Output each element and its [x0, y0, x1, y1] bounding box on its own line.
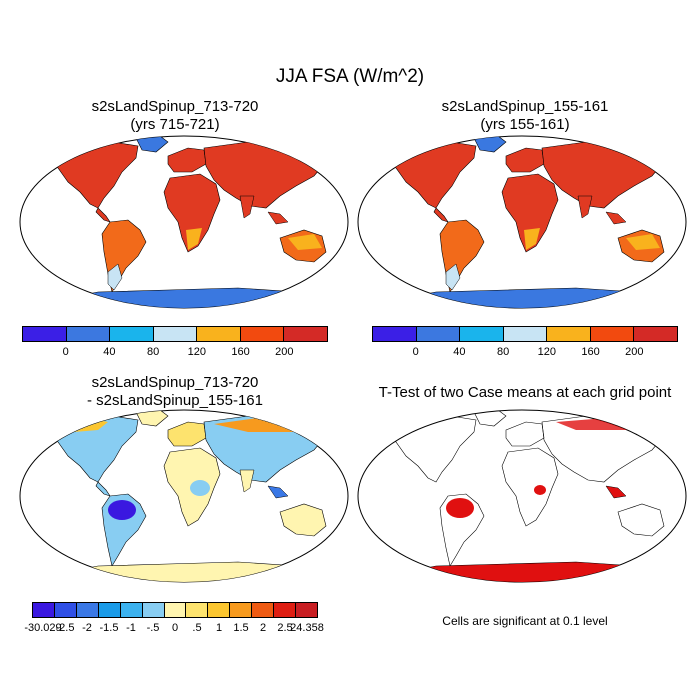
colorbar-difference-swatch — [274, 603, 297, 617]
colorbar-case1-swatch — [197, 327, 241, 341]
colorbar-difference-tick-label: 1.5 — [233, 622, 249, 634]
colorbar-difference-labels: -30.029 -2.5 -2 -1.5 -1 -.5 0 .5 1 1.5 2 2.5 24.358 — [24, 622, 323, 636]
panel2-title-line1: s2sLandSpinup_155-161 — [441, 98, 609, 115]
colorbar-case1-swatch — [240, 327, 285, 341]
colorbar-difference — [32, 602, 318, 618]
significance-note: Cells are significant at 0.1 level — [442, 614, 608, 628]
colorbar-difference-tick-label: 2.5 — [277, 622, 293, 634]
colorbar-case1-swatch — [66, 327, 111, 341]
colorbar-case2-swatch — [634, 327, 678, 341]
colorbar-difference-tick-label: -1.5 — [99, 622, 119, 634]
colorbar-case1-swatch — [23, 327, 67, 341]
colorbar-case1 — [22, 326, 328, 342]
colorbar-difference-tick-label: -2.5 — [55, 622, 75, 634]
colorbar-case1-tick-label: 80 — [147, 346, 160, 358]
colorbar-difference-tick-label: -.5 — [146, 622, 160, 634]
colorbar-case1-swatch — [284, 327, 328, 341]
panel3-title: s2sLandSpinup_713-720 - s2sLandSpinup_15… — [20, 374, 330, 410]
panel1-title-line1: s2sLandSpinup_713-720 — [91, 98, 259, 115]
colorbar-difference-swatch — [296, 603, 317, 617]
colorbar-case1-tick-label: 0 — [62, 346, 69, 358]
colorbar-case1-swatch — [110, 327, 154, 341]
colorbar-difference-swatch — [33, 603, 55, 617]
colorbar-case2-tick-label: 160 — [581, 346, 600, 358]
colorbar-difference-swatch — [208, 603, 231, 617]
colorbar-difference-tick-label: -2 — [82, 622, 92, 634]
colorbar-difference-swatch — [230, 603, 253, 617]
panel4-title: T-Test of two Case means at each grid po… — [350, 384, 700, 402]
colorbar-difference-swatch — [142, 603, 165, 617]
colorbar-difference-tick-label: 24.358 — [290, 622, 324, 634]
colorbar-difference-tick-label: -30.029 — [24, 622, 62, 634]
colorbar-case2-swatch — [503, 327, 548, 341]
colorbar-case1-tick-label: 160 — [231, 346, 250, 358]
colorbar-case2-swatch — [460, 327, 504, 341]
colorbar-difference-tick-label: 2 — [259, 622, 267, 634]
colorbar-difference-swatch — [164, 603, 187, 617]
colorbar-case2-swatch — [590, 327, 635, 341]
colorbar-case1-tick-label: 200 — [275, 346, 294, 358]
panel1-title: s2sLandSpinup_713-720 (yrs 715-721) — [20, 98, 330, 134]
panel3-title-line1: s2sLandSpinup_713-720 — [91, 374, 259, 391]
colorbar-case2-tick-label: 200 — [625, 346, 644, 358]
colorbar-difference-tick-label: 0 — [171, 622, 179, 634]
map-difference — [19, 409, 349, 583]
colorbar-difference-tick-label: .5 — [192, 622, 202, 634]
colorbar-case2-tick-label: 120 — [537, 346, 557, 358]
colorbar-difference-swatch — [54, 603, 77, 617]
colorbar-case2-tick-label: 80 — [497, 346, 510, 358]
colorbar-case1-labels: 0 40 80 120 160 200 — [22, 346, 328, 360]
colorbar-case2-tick-label: 0 — [412, 346, 419, 358]
colorbar-case1-tick-label: 40 — [103, 346, 116, 358]
panel2-title-line2: (yrs 155-161) — [480, 116, 570, 133]
map-ttest — [357, 409, 687, 583]
colorbar-difference-swatch — [98, 603, 121, 617]
colorbar-case1-tick-label: 120 — [187, 346, 207, 358]
map-case1 — [19, 135, 349, 309]
colorbar-difference-tick-label: 1 — [215, 622, 223, 634]
map-case2 — [357, 135, 687, 309]
colorbar-case1-swatch — [153, 327, 198, 341]
panel1-title-line2: (yrs 715-721) — [130, 116, 220, 133]
panel2-title: s2sLandSpinup_155-161 (yrs 155-161) — [370, 98, 680, 134]
colorbar-difference-swatch — [120, 603, 143, 617]
colorbar-case2-swatch — [547, 327, 591, 341]
colorbar-case2-swatch — [416, 327, 461, 341]
colorbar-case2 — [372, 326, 678, 342]
figure-title: JJA FSA (W/m^2) — [275, 66, 425, 87]
panel3-title-line2: - s2sLandSpinup_155-161 — [87, 392, 263, 409]
panel4-title-line1: T-Test of two Case means at each grid po… — [378, 384, 672, 401]
colorbar-case2-swatch — [373, 327, 417, 341]
colorbar-difference-swatch — [76, 603, 99, 617]
colorbar-difference-swatch — [252, 603, 275, 617]
colorbar-difference-swatch — [186, 603, 209, 617]
colorbar-difference-tick-label: -1 — [126, 622, 136, 634]
colorbar-case2-labels: 0 40 80 120 160 200 — [372, 346, 678, 360]
colorbar-case2-tick-label: 40 — [453, 346, 466, 358]
